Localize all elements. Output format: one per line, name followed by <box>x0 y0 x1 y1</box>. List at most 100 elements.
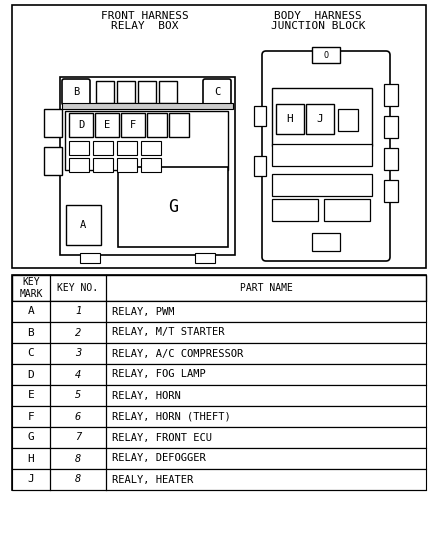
Bar <box>12 301 426 322</box>
Bar <box>324 199 370 221</box>
Text: H: H <box>28 454 34 464</box>
Text: 4: 4 <box>75 369 81 379</box>
Text: 3: 3 <box>75 349 81 359</box>
Text: J: J <box>28 474 34 484</box>
Text: RELAY, HORN: RELAY, HORN <box>112 391 181 400</box>
Bar <box>118 167 228 247</box>
Bar <box>195 253 215 263</box>
Bar <box>141 158 161 172</box>
Bar <box>254 106 266 126</box>
Text: RELAY, FOG LAMP: RELAY, FOG LAMP <box>112 369 206 379</box>
Bar <box>69 113 93 137</box>
Bar <box>96 81 114 103</box>
Bar <box>12 385 426 406</box>
Bar <box>338 109 358 131</box>
Bar <box>12 427 426 448</box>
Text: RELAY, DEFOGGER: RELAY, DEFOGGER <box>112 454 206 464</box>
Text: 7: 7 <box>75 432 81 442</box>
Text: G: G <box>168 198 178 216</box>
Bar <box>12 364 426 385</box>
Bar <box>60 77 235 255</box>
Bar <box>141 141 161 155</box>
Text: O: O <box>324 51 328 60</box>
Text: JUNCTION BLOCK: JUNCTION BLOCK <box>271 21 365 31</box>
Bar <box>159 81 177 103</box>
Bar <box>384 148 398 170</box>
Bar <box>276 104 304 134</box>
Bar <box>12 343 426 364</box>
Text: B: B <box>73 87 79 97</box>
Bar <box>117 141 137 155</box>
FancyBboxPatch shape <box>262 51 390 261</box>
Text: RELAY  BOX: RELAY BOX <box>111 21 179 31</box>
Bar <box>312 233 340 251</box>
Text: 8: 8 <box>75 474 81 484</box>
Bar <box>117 158 137 172</box>
FancyBboxPatch shape <box>62 79 90 105</box>
Text: F: F <box>28 411 34 422</box>
Text: C: C <box>28 349 34 359</box>
Bar <box>138 81 156 103</box>
Bar <box>12 5 426 268</box>
Text: RELAY, M/T STARTER: RELAY, M/T STARTER <box>112 327 225 337</box>
Text: A: A <box>80 220 86 230</box>
Text: A: A <box>28 306 34 317</box>
Bar <box>12 275 426 301</box>
Bar <box>44 109 62 137</box>
Bar <box>121 113 145 137</box>
Bar <box>69 158 89 172</box>
Text: J: J <box>317 114 323 124</box>
Text: F: F <box>130 120 136 130</box>
Text: E: E <box>104 120 110 130</box>
Bar <box>384 116 398 138</box>
Text: E: E <box>28 391 34 400</box>
Text: BODY  HARNESS: BODY HARNESS <box>274 11 362 21</box>
Text: RELAY, HORN (THEFT): RELAY, HORN (THEFT) <box>112 411 231 422</box>
Bar <box>117 81 135 103</box>
Bar <box>66 205 101 245</box>
Text: RELAY, A/C COMPRESSOR: RELAY, A/C COMPRESSOR <box>112 349 243 359</box>
Text: G: G <box>28 432 34 442</box>
Bar <box>384 180 398 202</box>
Text: D: D <box>78 120 84 130</box>
Bar <box>169 113 189 137</box>
Text: FRONT HARNESS: FRONT HARNESS <box>101 11 189 21</box>
Bar <box>93 158 113 172</box>
Bar <box>93 141 113 155</box>
Bar <box>12 275 426 490</box>
Bar <box>147 113 167 137</box>
Text: 6: 6 <box>75 411 81 422</box>
Bar <box>312 47 340 63</box>
Bar <box>62 103 233 109</box>
Bar <box>254 156 266 176</box>
Bar <box>384 84 398 106</box>
Text: 8: 8 <box>75 454 81 464</box>
Bar <box>272 144 372 166</box>
Bar <box>12 322 426 343</box>
Text: 5: 5 <box>75 391 81 400</box>
Bar <box>80 253 100 263</box>
Bar <box>95 113 119 137</box>
FancyBboxPatch shape <box>203 79 231 105</box>
Text: 2: 2 <box>75 327 81 337</box>
Text: 1: 1 <box>75 306 81 317</box>
Bar <box>65 111 228 170</box>
Text: KEY
MARK: KEY MARK <box>19 277 43 299</box>
Bar <box>272 174 372 196</box>
Bar <box>12 469 426 490</box>
Bar <box>272 88 372 146</box>
Text: RELAY, PWM: RELAY, PWM <box>112 306 174 317</box>
Text: B: B <box>28 327 34 337</box>
Text: D: D <box>28 369 34 379</box>
Bar <box>272 199 318 221</box>
Text: C: C <box>214 87 220 97</box>
Text: RELAY, FRONT ECU: RELAY, FRONT ECU <box>112 432 212 442</box>
Bar <box>306 104 334 134</box>
Bar <box>69 141 89 155</box>
Text: H: H <box>286 114 293 124</box>
Text: KEY NO.: KEY NO. <box>57 283 99 293</box>
Bar <box>12 406 426 427</box>
Bar <box>12 448 426 469</box>
Text: PART NAME: PART NAME <box>240 283 293 293</box>
Text: REALY, HEATER: REALY, HEATER <box>112 474 193 484</box>
